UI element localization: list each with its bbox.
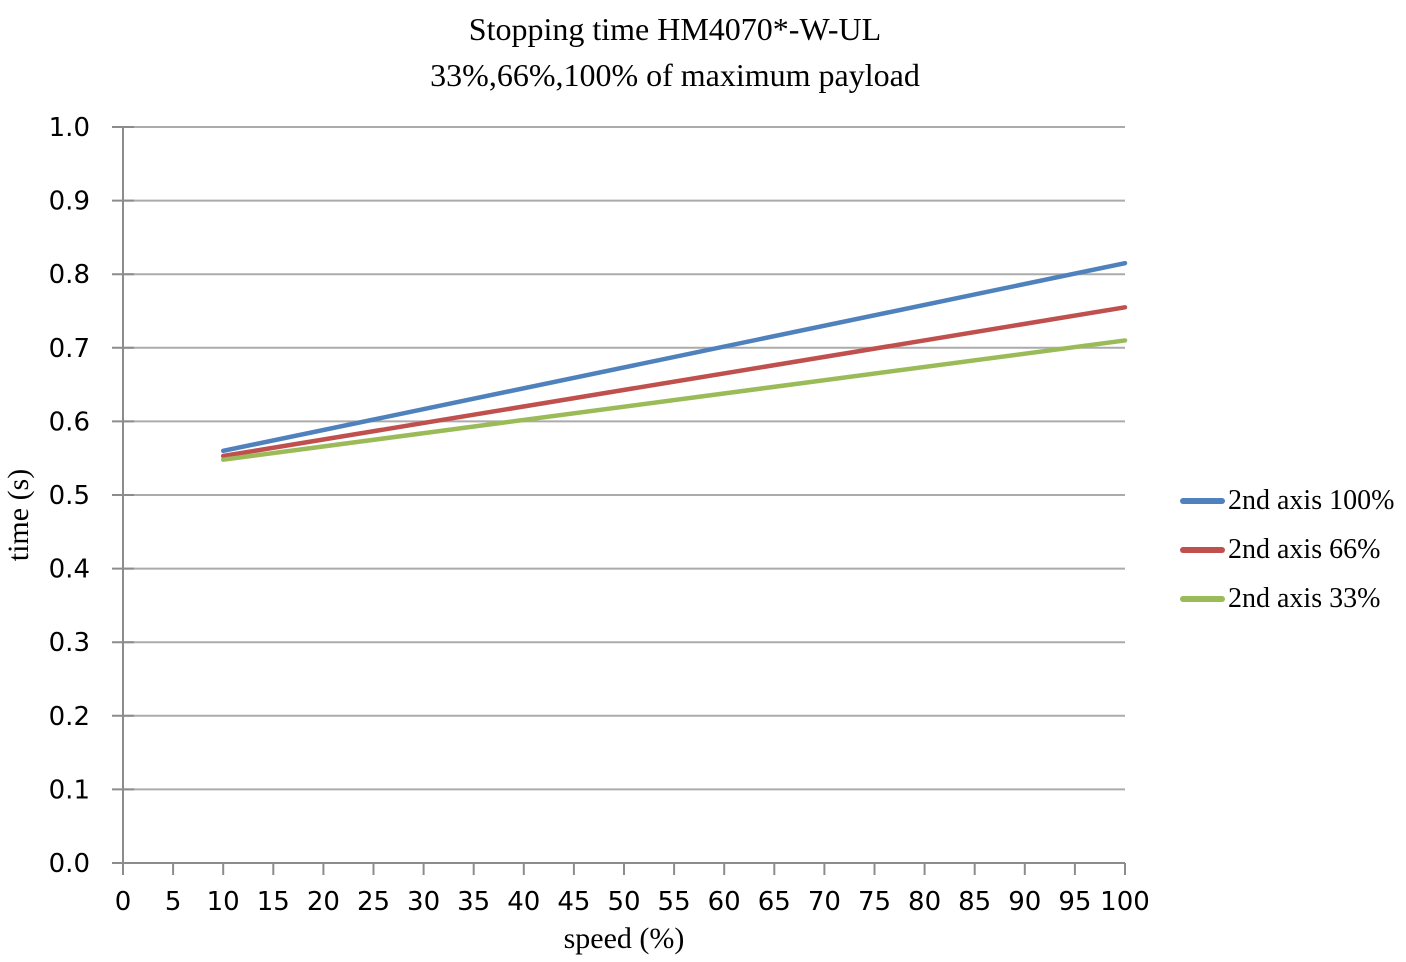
x-axis-title: speed (%) xyxy=(563,922,685,955)
y-tick-label: 1.0 xyxy=(49,113,90,143)
legend-label: 2nd axis 33% xyxy=(1228,583,1381,614)
y-tick-label: 0.7 xyxy=(49,334,90,364)
legend-label: 2nd axis 100% xyxy=(1228,485,1395,516)
y-tick-label: 0.2 xyxy=(49,702,90,732)
y-tick-label: 0.4 xyxy=(49,555,90,585)
legend-item: 2nd axis 100% xyxy=(1180,482,1394,520)
y-axis-title: time (s) xyxy=(2,468,35,562)
legend-item: 2nd axis 33% xyxy=(1180,580,1394,618)
chart-title-block: Stopping time HM4070*-W-UL 33%,66%,100% … xyxy=(0,6,1350,98)
x-tick-label: 70 xyxy=(808,887,841,917)
y-tick-label: 0.1 xyxy=(49,775,90,805)
x-tick-label: 100 xyxy=(1100,887,1150,917)
y-tick-label: 0.3 xyxy=(49,628,90,658)
series-line-3 xyxy=(220,338,1128,462)
x-tick-label: 10 xyxy=(207,887,240,917)
legend-line-swatch-icon xyxy=(1180,498,1225,504)
legend-line-swatch-icon xyxy=(1180,547,1225,553)
chart-title: Stopping time HM4070*-W-UL xyxy=(468,11,882,47)
legend-line-swatch-icon xyxy=(1180,596,1225,602)
y-tick-label: 0.8 xyxy=(49,260,90,290)
y-tick-label: 0.9 xyxy=(49,187,90,217)
x-tick-label: 35 xyxy=(457,887,490,917)
x-tick-label: 55 xyxy=(658,887,691,917)
legend-item: 2nd axis 66% xyxy=(1180,531,1394,569)
series-line-1 xyxy=(220,260,1128,454)
y-tick-label: 0.6 xyxy=(49,407,90,437)
x-tick-label: 50 xyxy=(607,887,640,917)
x-tick-label: 80 xyxy=(908,887,941,917)
x-tick-label: 15 xyxy=(257,887,290,917)
x-tick-label: 5 xyxy=(165,887,182,917)
x-tick-label: 0 xyxy=(115,887,132,917)
legend-label: 2nd axis 66% xyxy=(1228,534,1381,565)
x-tick-label: 90 xyxy=(1008,887,1041,917)
series-line-2 xyxy=(220,305,1128,459)
x-tick-label: 85 xyxy=(958,887,991,917)
x-tick-label: 65 xyxy=(758,887,791,917)
x-tick-label: 45 xyxy=(557,887,590,917)
x-tick-label: 20 xyxy=(307,887,340,917)
x-tick-label: 25 xyxy=(357,887,390,917)
chart-subtitle: 33%,66%,100% of maximum payload xyxy=(430,57,920,93)
legend: 2nd axis 100% 2nd axis 66% 2nd axis 33% xyxy=(1180,482,1394,629)
x-tick-label: 60 xyxy=(708,887,741,917)
x-tick-label: 95 xyxy=(1058,887,1091,917)
x-tick-label: 40 xyxy=(507,887,540,917)
x-tick-label: 75 xyxy=(858,887,891,917)
x-tick-label: 30 xyxy=(407,887,440,917)
y-tick-label: 0.5 xyxy=(49,481,90,511)
y-tick-label: 0.0 xyxy=(49,849,90,879)
